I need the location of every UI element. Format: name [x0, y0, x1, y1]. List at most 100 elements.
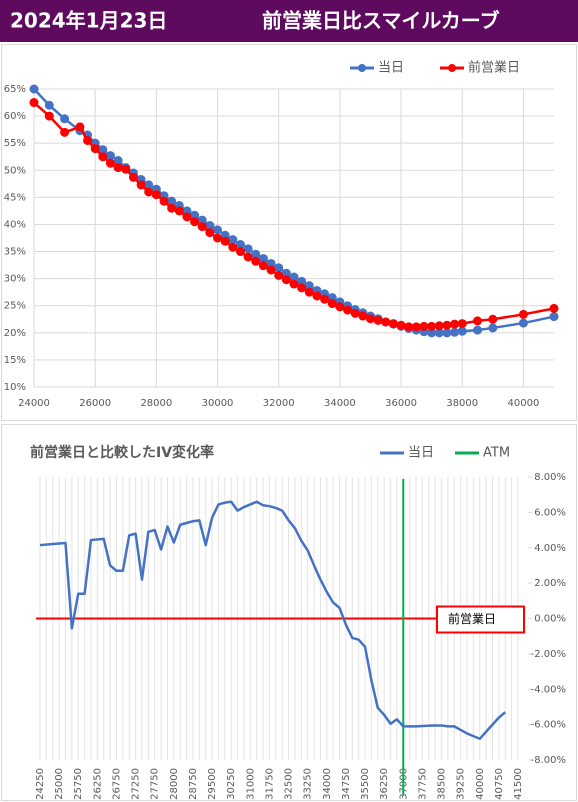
x-tick-label: 26000 [79, 398, 111, 409]
y-tick-label: -6.00% [531, 720, 566, 731]
point [60, 114, 70, 124]
x-tick-label: 41500 [513, 768, 524, 800]
point [128, 172, 138, 182]
point [44, 111, 54, 121]
point [136, 180, 146, 190]
y-tick-label: 0.00% [534, 614, 566, 625]
point [174, 206, 184, 216]
point [450, 319, 460, 329]
x-tick-label: 29500 [207, 768, 218, 800]
x-tick-label: 27250 [131, 768, 142, 800]
y-tick-label: 6.00% [534, 507, 566, 518]
legend-marker [448, 64, 456, 72]
point [258, 261, 268, 271]
series-line [39, 500, 507, 741]
point [90, 144, 100, 154]
point [373, 315, 383, 325]
x-tick-label: 38500 [437, 768, 448, 800]
series-line [33, 88, 555, 335]
series-line [33, 101, 555, 329]
x-tick-label: 25000 [54, 768, 65, 800]
y-tick-label: 35% [4, 247, 26, 258]
y-tick-label: 15% [4, 355, 26, 366]
legend-label: ATM [483, 446, 510, 461]
y-tick-label: 60% [4, 111, 26, 122]
x-tick-label: 32500 [284, 768, 295, 800]
x-tick-label: 34750 [341, 768, 352, 800]
legend-label: 当日 [408, 446, 434, 461]
y-tick-label: -4.00% [531, 684, 566, 695]
point [518, 309, 528, 319]
x-tick-label: 26750 [111, 768, 122, 800]
y-tick-label: 40% [4, 219, 26, 230]
point [297, 283, 307, 293]
y-tick-label: 30% [4, 274, 26, 285]
point [274, 270, 284, 280]
x-tick-label: 40750 [494, 768, 505, 800]
point [213, 233, 223, 243]
y-tick-label: 50% [4, 165, 26, 176]
point [427, 321, 437, 331]
point [83, 135, 93, 145]
point [549, 303, 559, 313]
reference-label-box [436, 605, 525, 634]
point [518, 318, 528, 328]
y-tick-label: 2.00% [534, 578, 566, 589]
header-date: 2024年1月23日 [10, 9, 167, 33]
point [396, 320, 406, 330]
x-tick-label: 36000 [385, 398, 417, 409]
x-tick-label: 26250 [92, 768, 103, 800]
point [75, 122, 85, 132]
point [251, 256, 261, 266]
chart-frame [1, 424, 577, 801]
point [190, 217, 200, 227]
y-tick-label: 4.00% [534, 543, 566, 554]
point [457, 326, 467, 336]
x-tick-label: 27750 [150, 768, 161, 800]
x-tick-label: 34000 [324, 398, 356, 409]
point [343, 305, 353, 315]
point [419, 321, 429, 331]
point [304, 287, 314, 297]
point [213, 225, 223, 235]
x-tick-label: 25750 [73, 768, 84, 800]
point [289, 279, 299, 289]
title-bar [0, 0, 578, 42]
reference-label: 前営業日 [448, 611, 496, 626]
point [159, 196, 169, 206]
point [121, 164, 131, 174]
point [228, 235, 238, 245]
point [473, 316, 483, 326]
x-tick-label: 28750 [188, 768, 199, 800]
point [358, 311, 368, 321]
y-tick-label: 55% [4, 138, 26, 149]
y-tick-label: 20% [4, 328, 26, 339]
point [434, 321, 444, 331]
point [473, 325, 483, 335]
x-tick-label: 40000 [508, 398, 540, 409]
point [312, 291, 322, 301]
legend-label: 前営業日 [468, 60, 520, 76]
point [220, 236, 230, 246]
point [281, 275, 291, 285]
point [450, 327, 460, 337]
x-tick-label: 32000 [263, 398, 295, 409]
point [411, 322, 421, 332]
point [388, 319, 398, 329]
point [404, 322, 414, 332]
point [457, 319, 467, 329]
point [182, 212, 192, 222]
point [44, 100, 54, 110]
point [442, 320, 452, 330]
x-tick-label: 39250 [456, 768, 467, 800]
point [60, 127, 70, 137]
point [228, 242, 238, 252]
y-tick-label: 8.00% [534, 472, 566, 483]
point [235, 247, 245, 257]
point [29, 98, 39, 108]
chart-title: 前営業日と比較したIV変化率 [30, 444, 214, 461]
point [350, 308, 360, 318]
point [29, 84, 39, 94]
point [335, 302, 345, 312]
